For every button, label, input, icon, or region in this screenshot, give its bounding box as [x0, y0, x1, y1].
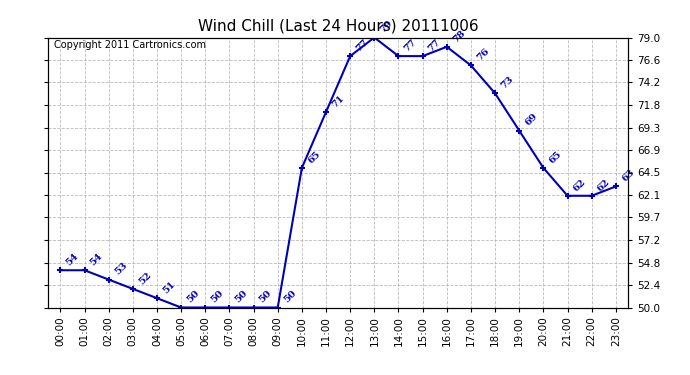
Text: 62: 62 — [596, 177, 612, 193]
Text: 62: 62 — [572, 177, 588, 193]
Text: 50: 50 — [258, 289, 274, 305]
Text: 65: 65 — [548, 149, 564, 165]
Text: 54: 54 — [89, 252, 105, 267]
Text: 54: 54 — [65, 252, 81, 267]
Text: 51: 51 — [161, 280, 177, 296]
Text: 79: 79 — [379, 19, 395, 35]
Text: 77: 77 — [355, 38, 371, 53]
Text: 53: 53 — [113, 261, 129, 277]
Text: 50: 50 — [210, 289, 226, 305]
Text: 65: 65 — [306, 149, 322, 165]
Text: 77: 77 — [427, 38, 443, 53]
Text: 50: 50 — [234, 289, 250, 305]
Text: 71: 71 — [331, 93, 346, 109]
Text: 63: 63 — [620, 168, 636, 184]
Text: 52: 52 — [137, 270, 153, 286]
Text: 73: 73 — [500, 75, 515, 91]
Text: 76: 76 — [475, 47, 491, 63]
Title: Wind Chill (Last 24 Hours) 20111006: Wind Chill (Last 24 Hours) 20111006 — [198, 18, 478, 33]
Text: 69: 69 — [524, 112, 540, 128]
Text: 77: 77 — [403, 38, 419, 53]
Text: 78: 78 — [451, 28, 467, 44]
Text: Copyright 2011 Cartronics.com: Copyright 2011 Cartronics.com — [54, 40, 206, 50]
Text: 50: 50 — [282, 289, 298, 305]
Text: 50: 50 — [186, 289, 201, 305]
